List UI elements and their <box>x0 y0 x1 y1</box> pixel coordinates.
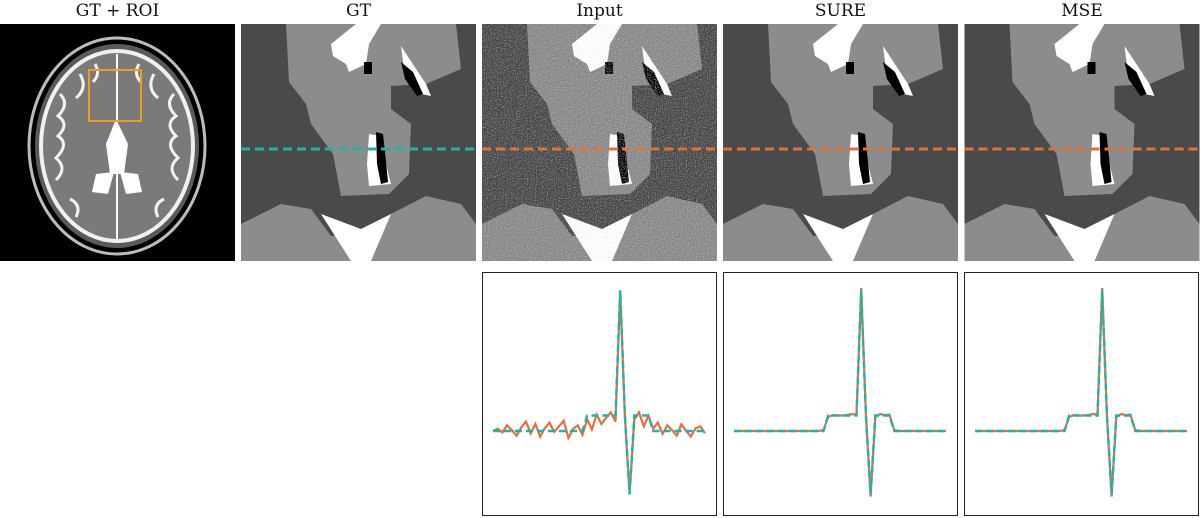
sure-gt-curve <box>734 290 946 495</box>
input-estimate-curve <box>492 290 706 495</box>
mse-crop-image <box>964 24 1200 261</box>
roi-box <box>88 69 142 122</box>
mse-estimate-curve <box>975 287 1187 497</box>
gt-crop-image <box>241 24 476 261</box>
sure-crop-image <box>723 24 958 261</box>
title-gt-roi: GT + ROI <box>75 1 160 21</box>
title-sure: SURE <box>814 1 867 21</box>
input-profile-plot <box>482 272 717 516</box>
sure-profile-plot <box>723 272 958 516</box>
brain-overview-image <box>0 24 235 261</box>
title-gt: GT <box>346 1 371 21</box>
mse-gt-curve <box>975 290 1187 495</box>
input-gt-curve <box>493 290 705 495</box>
sure-estimate-curve <box>734 287 946 497</box>
title-input: Input <box>576 1 623 21</box>
title-mse: MSE <box>1061 1 1103 21</box>
mse-profile-plot <box>964 272 1199 516</box>
input-crop-image <box>482 24 717 261</box>
